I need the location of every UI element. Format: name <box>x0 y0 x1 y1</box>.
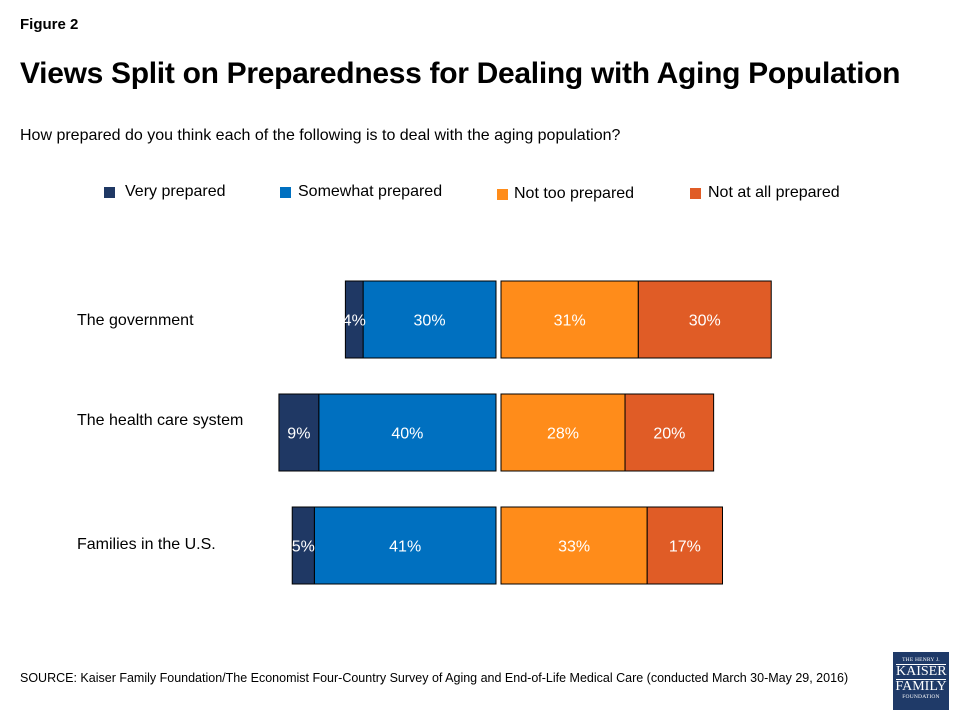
bar-very-prepared-the-health-care-system <box>278 393 320 472</box>
data-label-not-too-prepared-the-government: 31% <box>554 313 586 330</box>
legend-label-somewhat-prepared: Somewhat prepared <box>298 183 443 200</box>
data-label-very-prepared-families-in-the-u-s: 5% <box>292 539 315 556</box>
data-label-very-prepared-the-health-care-system: 9% <box>287 426 310 443</box>
bar-not-too-prepared-the-health-care-system <box>500 393 626 472</box>
kff-logo: THE HENRY J. KAISER FAMILY FOUNDATION <box>893 652 949 710</box>
chart-title: Views Split on Preparedness for Dealing … <box>20 57 901 90</box>
logo-line-3: FAMILY <box>895 679 947 694</box>
data-label-somewhat-prepared-families-in-the-u-s: 41% <box>389 539 421 556</box>
logo-line-4: FOUNDATION <box>902 694 940 700</box>
data-label-very-prepared-the-government: 4% <box>343 313 366 330</box>
category-label-government: The government <box>77 312 194 329</box>
bar-not-at-all-prepared-the-government <box>637 280 772 359</box>
bar-not-at-all-prepared-the-health-care-system <box>624 393 715 472</box>
category-label-health-care-system: The health care system <box>77 412 244 429</box>
data-label-not-at-all-prepared-the-government: 30% <box>689 313 721 330</box>
bar-not-too-prepared-families-in-the-u-s <box>500 506 648 585</box>
bar-not-at-all-prepared-families-in-the-u-s <box>646 506 723 585</box>
chart-subtitle: How prepared do you think each of the fo… <box>20 127 621 144</box>
data-label-not-too-prepared-the-health-care-system: 28% <box>547 426 579 443</box>
legend-very-prepared: Very prepared <box>104 183 226 201</box>
legend-somewhat-prepared: Somewhat prepared <box>280 183 442 201</box>
figure-label: Figure 2 <box>20 16 79 33</box>
bar-somewhat-prepared-the-health-care-system <box>318 393 497 472</box>
data-label-somewhat-prepared-the-health-care-system: 40% <box>391 426 423 443</box>
legend-swatch-not-at-all-prepared <box>690 187 701 199</box>
data-label-somewhat-prepared-the-government: 30% <box>414 313 446 330</box>
bar-very-prepared-the-government <box>344 280 364 359</box>
bar-somewhat-prepared-families-in-the-u-s <box>313 506 497 585</box>
bar-not-too-prepared-the-government <box>500 280 639 359</box>
legend-not-at-all-prepared: Not at all prepared <box>690 184 840 202</box>
data-label-not-at-all-prepared-the-health-care-system: 20% <box>653 426 685 443</box>
data-label-not-too-prepared-families-in-the-u-s: 33% <box>558 539 590 556</box>
source-note: SOURCE: Kaiser Family Foundation/The Eco… <box>20 671 849 685</box>
legend-label-not-too-prepared: Not too prepared <box>514 185 635 202</box>
legend-swatch-very-prepared <box>104 186 115 198</box>
logo-line-2: KAISER <box>896 664 947 680</box>
legend-label-very-prepared: Very prepared <box>125 183 226 200</box>
legend-swatch-not-too-prepared <box>497 188 508 200</box>
logo-line-1: THE HENRY J. <box>902 657 940 663</box>
legend-swatch-somewhat-prepared <box>280 186 291 198</box>
legend-label-not-at-all-prepared: Not at all prepared <box>708 184 840 201</box>
category-label-families: Families in the U.S. <box>77 536 216 553</box>
bar-very-prepared-families-in-the-u-s <box>291 506 315 585</box>
legend-not-too-prepared: Not too prepared <box>497 185 634 203</box>
bar-somewhat-prepared-the-government <box>362 280 497 359</box>
data-label-not-at-all-prepared-families-in-the-u-s: 17% <box>669 539 701 556</box>
